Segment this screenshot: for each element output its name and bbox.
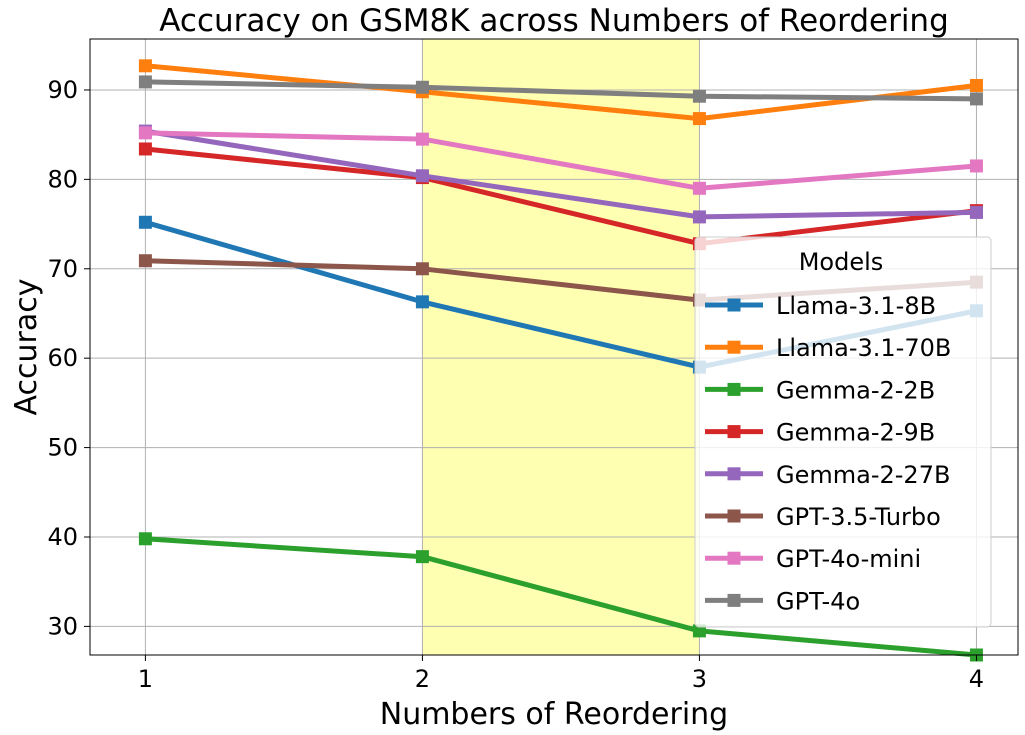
- chart-title: Accuracy on GSM8K across Numbers of Reor…: [159, 3, 949, 39]
- legend-box: [694, 236, 992, 628]
- data-point: [138, 254, 152, 268]
- series-line: [145, 79, 977, 102]
- x-tick-label: 3: [692, 665, 707, 693]
- highlight-region-layer: [422, 39, 700, 655]
- x-tick-label: 4: [969, 665, 984, 693]
- series-gpt-4o: [138, 75, 983, 106]
- y-tick-label: 60: [47, 344, 78, 372]
- data-point: [969, 205, 983, 219]
- data-point: [415, 169, 429, 183]
- legend: Models Llama-3.1-8B Llama-3.1-70B Gemma-2-…: [694, 236, 992, 628]
- data-point: [138, 142, 152, 156]
- legend-swatch-marker: [727, 509, 741, 523]
- legend-item: GPT-4o: [705, 587, 860, 615]
- legend-item: Gemma-2-9B: [705, 419, 935, 447]
- y-tick-label: 80: [47, 165, 78, 193]
- data-point: [969, 78, 983, 92]
- x-tick-label: 2: [415, 665, 430, 693]
- y-axis-title: Accuracy: [9, 279, 44, 416]
- y-tick-label: 40: [47, 523, 78, 551]
- series-gpt-4o-mini: [138, 126, 983, 195]
- data-point: [415, 295, 429, 309]
- data-point: [138, 126, 152, 140]
- legend-item: Gemma-2-27B: [705, 461, 950, 489]
- legend-swatch-marker: [727, 551, 741, 565]
- x-tick-label: 1: [138, 665, 153, 693]
- legend-swatch-marker: [727, 467, 741, 481]
- legend-item: Llama-3.1-8B: [705, 292, 936, 320]
- tick-layer: 1 2 3 4 30 40 50 60 70 80 90: [47, 76, 984, 693]
- y-tick-label: 90: [47, 76, 78, 104]
- legend-items: Llama-3.1-8B Llama-3.1-70B Gemma-2-2B Gemma…: [705, 292, 951, 615]
- legend-label: Llama-3.1-70B: [776, 334, 951, 362]
- data-point: [415, 262, 429, 276]
- y-tick-label: 70: [47, 255, 78, 283]
- data-point: [692, 112, 706, 126]
- legend-swatch-marker: [727, 340, 741, 354]
- series-line: [145, 128, 977, 220]
- legend-label: Gemma-2-2B: [776, 376, 935, 404]
- y-tick-label: 50: [47, 434, 78, 462]
- data-point: [692, 89, 706, 103]
- data-point: [415, 550, 429, 564]
- data-point: [138, 215, 152, 229]
- data-point: [415, 132, 429, 146]
- data-point: [138, 75, 152, 89]
- legend-item: Gemma-2-2B: [705, 376, 935, 404]
- data-point: [692, 210, 706, 224]
- legend-swatch-marker: [727, 425, 741, 439]
- data-point: [415, 80, 429, 94]
- series-line: [145, 130, 977, 191]
- data-point: [138, 532, 152, 546]
- plot-frame: [89, 38, 1019, 656]
- y-tick-label: 30: [47, 612, 78, 640]
- series-gemma-2-2b: [138, 532, 983, 662]
- data-point: [969, 92, 983, 106]
- data-point: [692, 624, 706, 638]
- legend-item: Llama-3.1-70B: [705, 334, 951, 362]
- legend-title: Models: [799, 248, 884, 276]
- legend-swatch-marker: [727, 593, 741, 607]
- legend-label: GPT-4o-mini: [776, 545, 921, 573]
- series-line: [145, 536, 977, 658]
- data-point: [138, 59, 152, 73]
- legend-label: Gemma-2-9B: [776, 419, 935, 447]
- legend-label: Gemma-2-27B: [776, 461, 950, 489]
- legend-swatch-marker: [727, 382, 741, 396]
- legend-item: GPT-4o-mini: [705, 545, 921, 573]
- legend-item: GPT-3.5-Turbo: [705, 503, 941, 531]
- x-axis-title: Numbers of Reordering: [380, 697, 728, 732]
- series-line: [145, 146, 977, 247]
- legend-label: GPT-3.5-Turbo: [776, 503, 941, 531]
- legend-label: GPT-4o: [776, 587, 860, 615]
- legend-swatch-marker: [727, 298, 741, 312]
- series-line: [145, 63, 977, 122]
- data-point: [692, 181, 706, 195]
- highlight-band: [422, 39, 700, 655]
- series-layer: [138, 59, 983, 662]
- legend-label: Llama-3.1-8B: [776, 292, 936, 320]
- data-point: [969, 159, 983, 173]
